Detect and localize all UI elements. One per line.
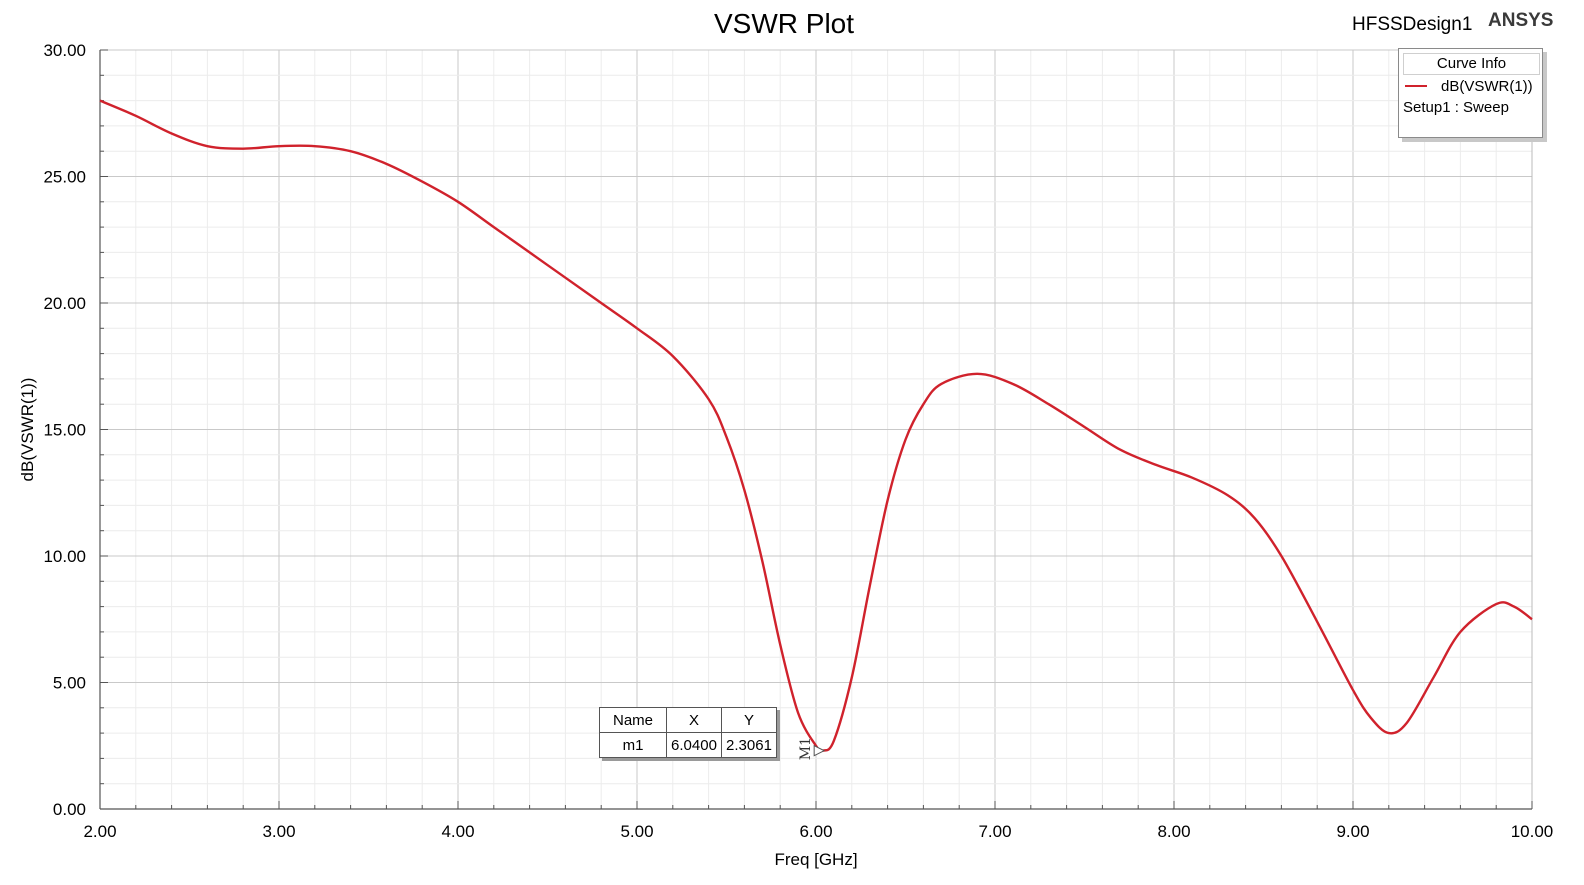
x-tick-label: 10.00 [1511,822,1554,841]
grid [99,49,1533,810]
series-line-vswr [99,99,1533,753]
legend-line-swatch [1405,85,1427,87]
legend-source: Setup1 : Sweep [1403,99,1509,116]
x-tick-label: 6.00 [799,822,832,841]
y-tick-label: 0.00 [53,800,86,819]
marker-table-row[interactable]: m1 6.0400 2.3061 [599,732,777,758]
x-axis-title: Freq [GHz] [774,850,857,869]
series-layer [99,99,1533,753]
marker-triangle [813,744,826,757]
marker-col-x: X [666,707,722,733]
y-tick-label: 15.00 [43,421,86,440]
curve-info-legend[interactable]: Curve Info dB(VSWR(1)) Setup1 : Sweep [1398,48,1543,138]
y-tick-label: 25.00 [43,168,86,187]
x-tick-label: 8.00 [1157,822,1190,841]
x-tick-label: 7.00 [978,822,1011,841]
legend-heading: Curve Info [1403,53,1540,75]
marker-y-cell: 2.3061 [721,732,777,758]
marker-x-cell: 6.0400 [666,732,722,758]
y-tick-label: 20.00 [43,294,86,313]
chart-title: VSWR Plot [713,8,855,39]
legend-series-name[interactable]: dB(VSWR(1)) [1441,78,1533,95]
y-tick-label: 5.00 [53,674,86,693]
y-tick-label: 10.00 [43,547,86,566]
y-tick-label: 30.00 [43,41,86,60]
x-tick-label: 4.00 [441,822,474,841]
marker-col-y: Y [721,707,777,733]
brand-logo: ANSYS [1488,10,1554,31]
marker-table-header: Name X Y [599,707,777,733]
axis-labels: 2.00 3.00 4.00 5.00 6.00 7.00 8.00 9.00 10.00 0.0… [18,41,1553,869]
axes [99,49,1533,810]
marker-table[interactable]: Name X Y m1 6.0400 2.3061 [599,707,777,758]
marker-layer: M1 [798,737,826,760]
marker-label: M1 [798,737,814,760]
marker-name-cell: m1 [599,732,667,758]
y-axis-title: dB(VSWR(1)) [18,378,37,482]
x-tick-label: 2.00 [83,822,116,841]
x-tick-label: 5.00 [620,822,653,841]
x-tick-label: 3.00 [262,822,295,841]
marker-col-name: Name [599,707,667,733]
x-tick-label: 9.00 [1336,822,1369,841]
design-name: HFSSDesign1 [1352,14,1473,35]
